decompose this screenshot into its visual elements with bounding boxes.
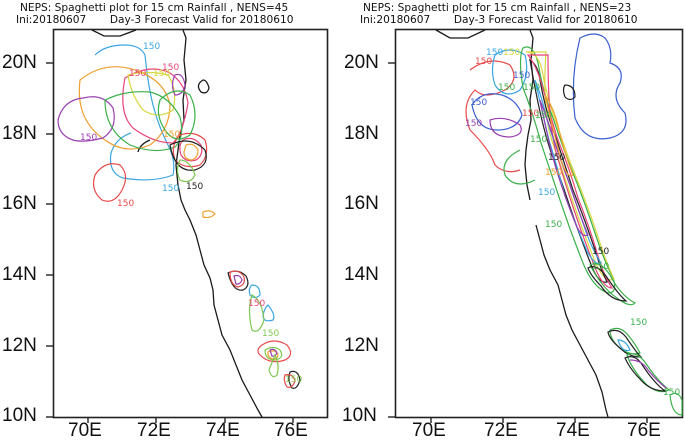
- left-contour-labels: 150 150 150 150 150 150 150 150 150 150 …: [80, 42, 302, 385]
- svg-text:150: 150: [162, 184, 179, 194]
- right-xtick-70E: 70E: [412, 420, 446, 441]
- right-contours: [465, 33, 683, 416]
- left-ytick-14N: 14N: [2, 264, 37, 285]
- svg-text:150: 150: [153, 69, 170, 79]
- svg-text:150: 150: [285, 375, 302, 385]
- right-ytick-18N: 18N: [344, 123, 379, 144]
- left-contours: [57, 44, 301, 389]
- left-plot-area: 150 150 150 150 150 150 150 150 150 150 …: [46, 28, 329, 423]
- left-ytick-12N: 12N: [2, 335, 37, 356]
- left-ytick-20N: 20N: [2, 52, 37, 73]
- right-ytick-10N: 10N: [342, 405, 377, 426]
- svg-text:150: 150: [663, 388, 680, 398]
- right-panel: NEPS: Spaghetti plot for 15 cm Rainfall …: [340, 0, 685, 444]
- svg-text:150: 150: [592, 262, 609, 272]
- svg-text:150: 150: [80, 133, 97, 143]
- right-coastline: [435, 29, 609, 418]
- svg-text:150: 150: [248, 299, 265, 309]
- svg-text:150: 150: [262, 329, 279, 339]
- right-xtick-74E: 74E: [556, 420, 590, 441]
- left-ytick-18N: 18N: [2, 123, 37, 144]
- right-ytick-16N: 16N: [344, 193, 379, 214]
- right-ytick-20N: 20N: [344, 52, 379, 73]
- svg-text:150: 150: [630, 318, 647, 328]
- svg-text:150: 150: [143, 42, 160, 52]
- svg-text:150: 150: [465, 119, 482, 129]
- svg-text:150: 150: [592, 247, 609, 257]
- left-xtick-74E: 74E: [206, 420, 240, 441]
- svg-text:150: 150: [162, 63, 179, 73]
- right-contour-labels: 150 150 150 150 150 150 150 150 150 150 …: [465, 48, 680, 398]
- svg-text:150: 150: [530, 135, 547, 145]
- svg-text:150: 150: [186, 182, 203, 192]
- svg-text:150: 150: [470, 98, 487, 108]
- left-xtick-72E: 72E: [137, 420, 171, 441]
- svg-text:150: 150: [475, 57, 492, 67]
- left-panel: NEPS: Spaghetti plot for 15 cm Rainfall …: [0, 0, 340, 444]
- left-xtick-76E: 76E: [274, 420, 308, 441]
- svg-text:150: 150: [163, 130, 180, 140]
- svg-text:150: 150: [545, 168, 562, 178]
- right-plot-area: 150 150 150 150 150 150 150 150 150 150 …: [388, 28, 684, 423]
- svg-text:150: 150: [486, 48, 503, 58]
- right-ytick-12N: 12N: [344, 335, 379, 356]
- right-ytick-14N: 14N: [344, 264, 379, 285]
- svg-text:150: 150: [535, 111, 552, 121]
- left-ytick-16N: 16N: [2, 193, 37, 214]
- svg-text:150: 150: [538, 188, 555, 198]
- right-title-line2: Ini:20180607 Day-3 Forecast Valid for 20…: [360, 14, 638, 26]
- svg-text:150: 150: [503, 48, 520, 58]
- svg-text:150: 150: [548, 153, 565, 163]
- right-xtick-72E: 72E: [484, 420, 518, 441]
- svg-text:150: 150: [498, 83, 515, 93]
- svg-text:150: 150: [545, 220, 562, 230]
- left-ytick-10N: 10N: [2, 405, 37, 426]
- right-xtick-76E: 76E: [627, 420, 661, 441]
- right-title-line1: NEPS: Spaghetti plot for 15 cm Rainfall …: [363, 2, 632, 14]
- svg-text:150: 150: [522, 109, 539, 119]
- svg-text:150: 150: [523, 83, 540, 93]
- left-title-line2: Ini:20180607 Day-3 Forecast Valid for 20…: [16, 14, 294, 26]
- left-title-line1: NEPS: Spaghetti plot for 15 cm Rainfall …: [20, 2, 289, 14]
- left-coastline: [91, 29, 263, 418]
- svg-text:150: 150: [117, 199, 134, 209]
- svg-text:150: 150: [129, 69, 146, 79]
- left-xtick-70E: 70E: [68, 420, 102, 441]
- svg-text:150: 150: [513, 71, 530, 81]
